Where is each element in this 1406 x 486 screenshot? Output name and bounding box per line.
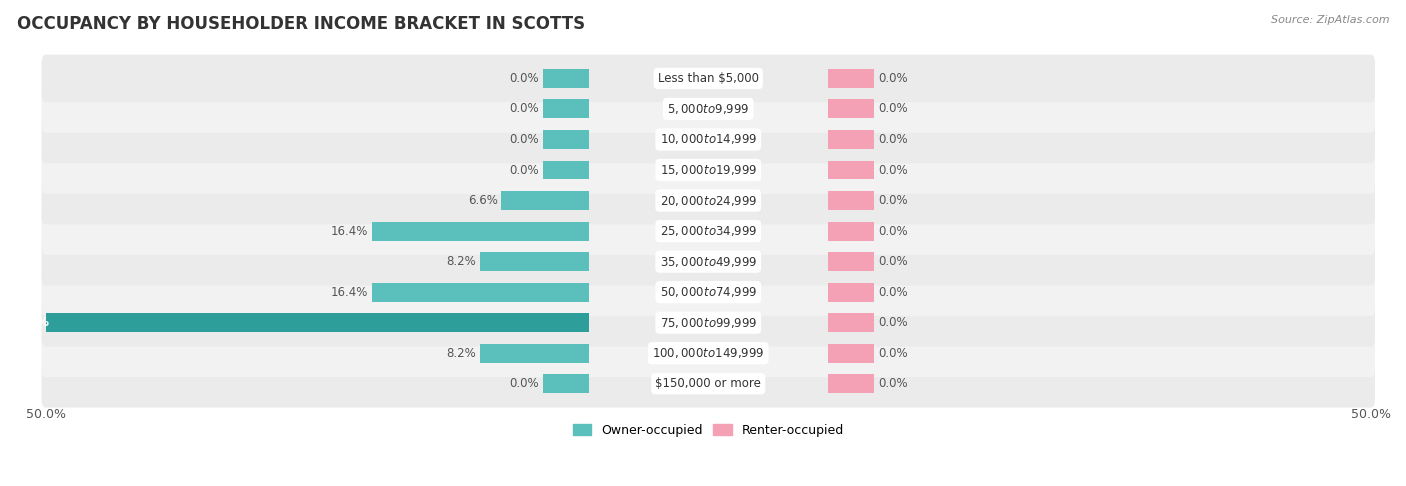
Text: 0.0%: 0.0% (877, 72, 907, 85)
Bar (828, 69, 875, 88)
Text: Source: ZipAtlas.com: Source: ZipAtlas.com (1271, 15, 1389, 25)
Bar (481, 252, 589, 271)
Bar (828, 222, 875, 241)
Text: 0.0%: 0.0% (877, 255, 907, 268)
Text: $10,000 to $14,999: $10,000 to $14,999 (659, 133, 756, 146)
Text: 0.0%: 0.0% (877, 163, 907, 176)
FancyBboxPatch shape (42, 299, 1375, 347)
Text: 0.0%: 0.0% (877, 133, 907, 146)
FancyBboxPatch shape (42, 238, 1375, 285)
FancyBboxPatch shape (42, 85, 1375, 133)
Text: $50,000 to $74,999: $50,000 to $74,999 (659, 285, 756, 299)
Text: $150,000 or more: $150,000 or more (655, 377, 761, 390)
Bar (828, 130, 875, 149)
Bar (1, 313, 589, 332)
Text: 0.0%: 0.0% (509, 133, 538, 146)
Text: 0.0%: 0.0% (877, 194, 907, 207)
Bar (828, 344, 875, 363)
Bar (502, 191, 589, 210)
Bar (828, 313, 875, 332)
Bar (543, 374, 589, 393)
FancyBboxPatch shape (42, 54, 1375, 102)
Text: $25,000 to $34,999: $25,000 to $34,999 (659, 224, 756, 238)
Bar (543, 160, 589, 179)
FancyBboxPatch shape (42, 360, 1375, 408)
Bar (828, 160, 875, 179)
Text: 0.0%: 0.0% (509, 377, 538, 390)
Text: 8.2%: 8.2% (447, 255, 477, 268)
Bar (543, 130, 589, 149)
Text: OCCUPANCY BY HOUSEHOLDER INCOME BRACKET IN SCOTTS: OCCUPANCY BY HOUSEHOLDER INCOME BRACKET … (17, 15, 585, 33)
Text: 0.0%: 0.0% (877, 225, 907, 238)
Bar (481, 344, 589, 363)
Text: 0.0%: 0.0% (877, 316, 907, 329)
Text: $20,000 to $24,999: $20,000 to $24,999 (659, 193, 756, 208)
Text: 0.0%: 0.0% (877, 377, 907, 390)
FancyBboxPatch shape (42, 116, 1375, 163)
Text: 0.0%: 0.0% (877, 286, 907, 299)
Text: 0.0%: 0.0% (509, 72, 538, 85)
FancyBboxPatch shape (42, 146, 1375, 194)
Text: $15,000 to $19,999: $15,000 to $19,999 (659, 163, 756, 177)
FancyBboxPatch shape (42, 177, 1375, 225)
Bar (828, 100, 875, 119)
Text: Less than $5,000: Less than $5,000 (658, 72, 759, 85)
Legend: Owner-occupied, Renter-occupied: Owner-occupied, Renter-occupied (568, 419, 849, 442)
Text: $75,000 to $99,999: $75,000 to $99,999 (659, 316, 756, 330)
Text: 16.4%: 16.4% (330, 225, 367, 238)
Text: 16.4%: 16.4% (330, 286, 367, 299)
Bar (828, 191, 875, 210)
FancyBboxPatch shape (42, 330, 1375, 377)
Text: 0.0%: 0.0% (877, 347, 907, 360)
Text: $100,000 to $149,999: $100,000 to $149,999 (652, 346, 765, 360)
Text: 8.2%: 8.2% (447, 347, 477, 360)
Bar (828, 374, 875, 393)
Text: 6.6%: 6.6% (468, 194, 498, 207)
Bar (828, 283, 875, 302)
Text: 44.3%: 44.3% (8, 316, 49, 329)
FancyBboxPatch shape (42, 268, 1375, 316)
Bar (543, 100, 589, 119)
Bar (828, 252, 875, 271)
Text: 0.0%: 0.0% (509, 103, 538, 116)
Bar (371, 222, 589, 241)
Bar (543, 69, 589, 88)
Text: $5,000 to $9,999: $5,000 to $9,999 (666, 102, 749, 116)
Text: 0.0%: 0.0% (509, 163, 538, 176)
Text: 0.0%: 0.0% (877, 103, 907, 116)
Bar (371, 283, 589, 302)
Text: $35,000 to $49,999: $35,000 to $49,999 (659, 255, 756, 269)
FancyBboxPatch shape (42, 208, 1375, 255)
